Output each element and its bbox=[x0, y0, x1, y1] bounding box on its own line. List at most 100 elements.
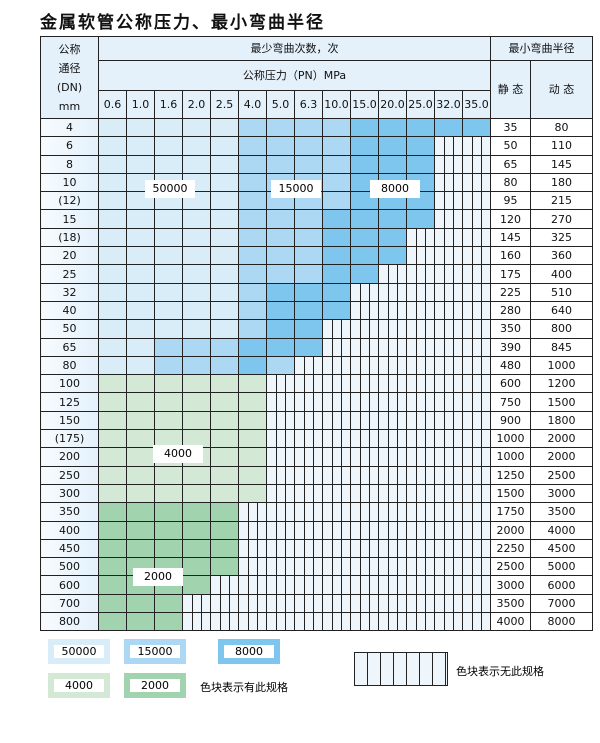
no-spec-cell bbox=[462, 172, 491, 193]
dn-cell: 400 bbox=[40, 520, 99, 540]
no-spec-cell bbox=[210, 593, 239, 614]
cycles-header: 最少弯曲次数，次 bbox=[98, 36, 491, 61]
spec-cell bbox=[98, 172, 127, 193]
spec-cell bbox=[350, 246, 379, 266]
static-radius-cell: 1750 bbox=[490, 502, 531, 522]
spec-cell bbox=[98, 392, 127, 412]
no-spec-cell bbox=[322, 337, 351, 357]
static-radius-cell: 95 bbox=[490, 191, 531, 211]
dn-cell: 32 bbox=[40, 282, 99, 302]
static-radius-cell: 390 bbox=[490, 337, 531, 357]
dn-label-1: 公称 bbox=[58, 42, 81, 56]
spec-cell bbox=[182, 502, 211, 522]
no-spec-cell bbox=[294, 520, 323, 540]
dynamic-radius-cell: 510 bbox=[530, 282, 593, 302]
no-spec-cell bbox=[322, 575, 351, 595]
spec-cell bbox=[210, 282, 239, 302]
spec-cell bbox=[154, 282, 183, 302]
spec-cell bbox=[182, 209, 211, 229]
static-header: 静 态 bbox=[490, 60, 531, 119]
spec-cell bbox=[182, 154, 211, 174]
no-spec-cell bbox=[378, 465, 407, 485]
dynamic-radius-cell: 4500 bbox=[530, 538, 593, 559]
spec-cell bbox=[294, 209, 323, 229]
no-spec-cell bbox=[378, 319, 407, 339]
dn-cell: 450 bbox=[40, 538, 99, 559]
spec-cell bbox=[238, 282, 267, 302]
spec-cell bbox=[350, 227, 379, 248]
pressure-col-25.0: 25.0 bbox=[406, 90, 435, 119]
dynamic-radius-cell: 80 bbox=[530, 117, 593, 138]
no-spec-cell bbox=[434, 355, 463, 376]
spec-cell bbox=[406, 154, 435, 174]
spec-cell bbox=[98, 227, 127, 248]
no-spec-cell bbox=[238, 520, 267, 540]
no-spec-cell bbox=[434, 337, 463, 357]
spec-cell bbox=[210, 172, 239, 193]
spec-cell bbox=[294, 337, 323, 357]
spec-cell bbox=[182, 520, 211, 540]
no-spec-cell bbox=[294, 355, 323, 376]
spec-cell bbox=[210, 136, 239, 156]
spec-cell bbox=[182, 538, 211, 559]
spec-cell bbox=[350, 136, 379, 156]
dynamic-radius-cell: 3000 bbox=[530, 483, 593, 504]
page-title: 金属软管公称压力、最小弯曲半径 bbox=[40, 13, 325, 33]
pressure-col-6.3: 6.3 bbox=[294, 90, 323, 119]
dn-cell: 10 bbox=[40, 172, 99, 193]
table-row: 65 390 845 bbox=[40, 337, 593, 357]
spec-cell bbox=[238, 136, 267, 156]
dn-cell: 40 bbox=[40, 300, 99, 321]
spec-cell bbox=[98, 465, 127, 485]
spec-cell bbox=[98, 557, 127, 577]
static-radius-cell: 480 bbox=[490, 355, 531, 376]
no-spec-cell bbox=[294, 502, 323, 522]
spec-cell bbox=[210, 246, 239, 266]
static-radius-cell: 4000 bbox=[490, 612, 531, 632]
dynamic-radius-cell: 7000 bbox=[530, 593, 593, 614]
no-spec-cell bbox=[350, 374, 379, 394]
spec-cell bbox=[322, 209, 351, 229]
no-spec-cell bbox=[350, 337, 379, 357]
no-spec-cell bbox=[294, 465, 323, 485]
no-spec-cell bbox=[406, 429, 435, 449]
region-label-8000: 8000 bbox=[370, 180, 420, 198]
spec-cell bbox=[322, 227, 351, 248]
spec-cell bbox=[294, 117, 323, 138]
dynamic-radius-cell: 2000 bbox=[530, 447, 593, 467]
no-spec-cell bbox=[294, 483, 323, 504]
dynamic-radius-cell: 270 bbox=[530, 209, 593, 229]
no-spec-cell bbox=[434, 246, 463, 266]
radius-header: 最小弯曲半径 bbox=[490, 36, 593, 61]
spec-cell bbox=[98, 575, 127, 595]
legend-hatch-swatch bbox=[354, 652, 448, 686]
table-row: 6 50 110 bbox=[40, 136, 593, 156]
static-radius-cell: 2250 bbox=[490, 538, 531, 559]
pressure-col-1.0: 1.0 bbox=[126, 90, 155, 119]
spec-cell bbox=[266, 246, 295, 266]
spec-cell bbox=[126, 209, 155, 229]
spec-cell bbox=[126, 282, 155, 302]
no-spec-cell bbox=[462, 520, 491, 540]
no-spec-cell bbox=[462, 246, 491, 266]
no-spec-cell bbox=[294, 374, 323, 394]
static-radius-cell: 1000 bbox=[490, 447, 531, 467]
spec-cell bbox=[210, 447, 239, 467]
spec-cell bbox=[126, 264, 155, 284]
dn-cell: 150 bbox=[40, 410, 99, 431]
spec-cell bbox=[126, 502, 155, 522]
no-spec-cell bbox=[462, 227, 491, 248]
static-radius-cell: 3500 bbox=[490, 593, 531, 614]
spec-cell bbox=[266, 337, 295, 357]
spec-cell bbox=[322, 191, 351, 211]
no-spec-cell bbox=[406, 319, 435, 339]
spec-cell bbox=[154, 374, 183, 394]
spec-cell bbox=[154, 246, 183, 266]
no-spec-cell bbox=[462, 355, 491, 376]
no-spec-cell bbox=[322, 447, 351, 467]
dn-cell: 600 bbox=[40, 575, 99, 595]
dn-cell: 50 bbox=[40, 319, 99, 339]
no-spec-cell bbox=[266, 447, 295, 467]
spec-cell bbox=[210, 538, 239, 559]
dynamic-radius-cell: 1500 bbox=[530, 392, 593, 412]
